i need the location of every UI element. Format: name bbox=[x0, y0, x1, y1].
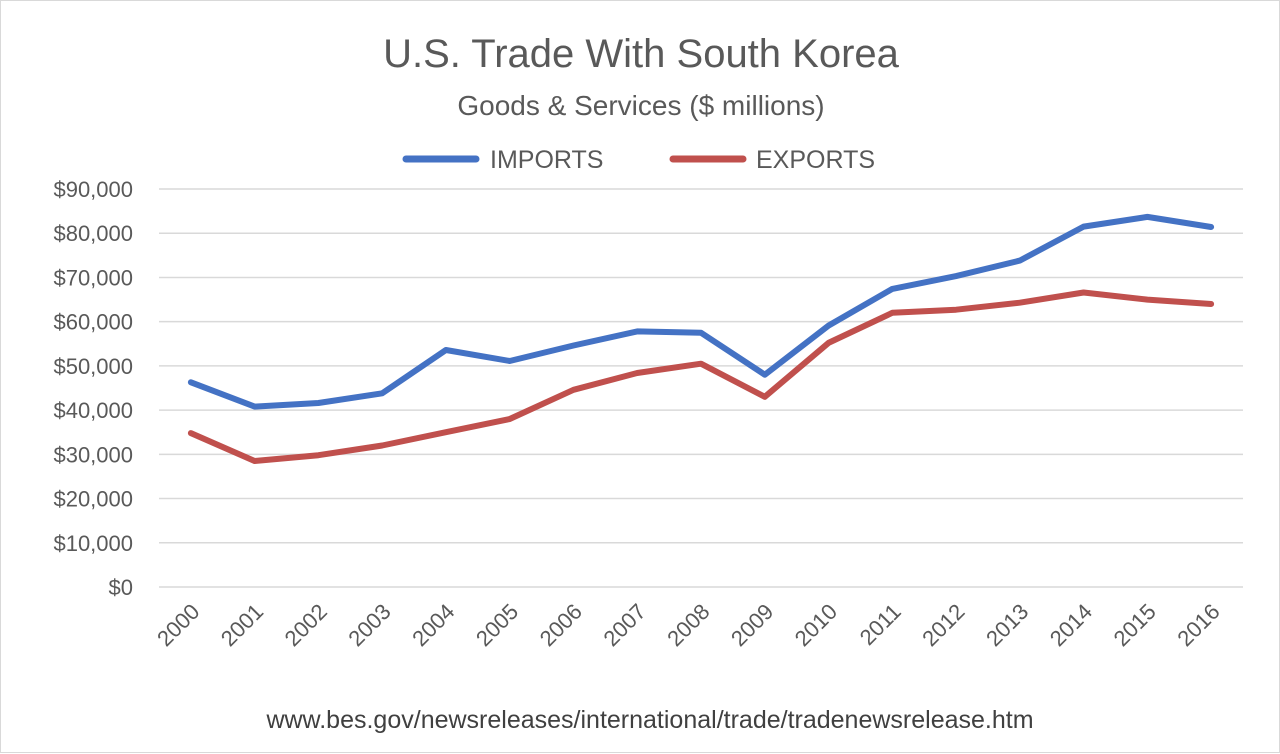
y-tick-label: $30,000 bbox=[53, 442, 133, 467]
y-tick-label: $80,000 bbox=[53, 221, 133, 246]
y-tick-label: $20,000 bbox=[53, 487, 133, 512]
y-tick-label: $40,000 bbox=[53, 398, 133, 423]
y-axis: $0 $10,000 $20,000 $30,000 $40,000 $50,000 $60… bbox=[53, 177, 133, 600]
x-tick-label: 2001 bbox=[216, 599, 268, 651]
chart-title: U.S. Trade With South Korea bbox=[383, 32, 900, 76]
y-tick-label: $90,000 bbox=[53, 177, 133, 202]
x-tick-label: 2013 bbox=[981, 599, 1033, 651]
x-tick-label: 2006 bbox=[535, 599, 587, 651]
chart-subtitle: Goods & Services ($ millions) bbox=[457, 90, 824, 121]
x-tick-label: 2005 bbox=[471, 599, 523, 651]
y-tick-label: $0 bbox=[109, 575, 133, 600]
x-tick-label: 2014 bbox=[1045, 599, 1097, 651]
x-tick-label: 2011 bbox=[855, 599, 906, 650]
x-axis: 2000 2001 2002 2003 2004 2005 2006 2007 2008 2009… bbox=[152, 599, 1225, 651]
series-line-imports bbox=[187, 213, 1215, 410]
x-tick-label: 2009 bbox=[726, 599, 778, 651]
x-tick-label: 2010 bbox=[790, 599, 842, 651]
y-tick-label: $10,000 bbox=[53, 531, 133, 556]
y-tick-label: $70,000 bbox=[53, 265, 133, 290]
x-tick-label: 2000 bbox=[152, 599, 204, 651]
x-tick-label: 2004 bbox=[407, 599, 459, 651]
x-tick-label: 2003 bbox=[343, 599, 395, 651]
series-line-exports bbox=[187, 289, 1215, 464]
legend-label-imports: IMPORTS bbox=[490, 146, 603, 174]
y-tick-label: $60,000 bbox=[53, 310, 133, 335]
x-tick-label: 2012 bbox=[917, 599, 969, 651]
x-tick-label: 2007 bbox=[598, 599, 650, 651]
x-tick-label: 2002 bbox=[280, 599, 332, 651]
y-tick-label: $50,000 bbox=[53, 354, 133, 379]
x-tick-label: 2015 bbox=[1109, 599, 1161, 651]
source-note: www.bes.gov/newsreleases/international/t… bbox=[265, 706, 1033, 734]
chart-legend: IMPORTS EXPORTS bbox=[402, 146, 875, 174]
legend-label-exports: EXPORTS bbox=[756, 146, 875, 174]
plot-area bbox=[187, 213, 1215, 464]
x-tick-label: 2016 bbox=[1172, 599, 1224, 651]
gridlines bbox=[159, 188, 1243, 588]
x-tick-label: 2008 bbox=[662, 599, 714, 651]
